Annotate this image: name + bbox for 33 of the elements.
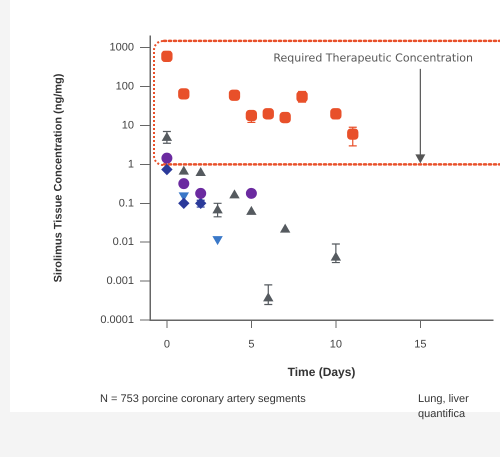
y-tick-label: 0.001 xyxy=(106,275,134,288)
y-tick-label: 0.01 xyxy=(112,236,134,248)
point xyxy=(280,224,290,233)
point xyxy=(161,164,172,175)
text: quantifica xyxy=(418,408,466,420)
point xyxy=(280,112,291,124)
point xyxy=(230,190,240,198)
point xyxy=(161,152,172,164)
y-tick-label: 100 xyxy=(116,80,134,93)
point xyxy=(196,168,206,176)
y-axis-title: Sirolimus Tissue Concentration (ng/mg) xyxy=(52,73,65,282)
text: N = 753 porcine coronary artery segments xyxy=(100,393,306,405)
x-tick-label: 5 xyxy=(248,338,254,351)
point xyxy=(195,188,206,199)
point xyxy=(178,178,190,190)
text: Lung, liver xyxy=(418,393,469,405)
point xyxy=(178,166,189,175)
x-tick-label: 15 xyxy=(414,338,426,351)
point xyxy=(246,188,257,199)
y-tick-label: 1000 xyxy=(110,42,134,54)
point xyxy=(178,198,190,209)
point xyxy=(228,90,240,101)
x-tick-label: 10 xyxy=(330,338,342,351)
point xyxy=(262,108,274,120)
y-tick-label: 0.1 xyxy=(118,197,134,210)
y-tick-label: 10 xyxy=(122,120,134,132)
point xyxy=(246,206,256,215)
x-axis-title: Time (Days) xyxy=(288,365,356,380)
point xyxy=(178,88,190,100)
y-tick-label: 0.0001 xyxy=(100,314,134,326)
x-tick-label: 0 xyxy=(164,338,170,351)
y-tick-label: 1 xyxy=(128,158,134,170)
ref-line-label: Required Therapeutic Concentration xyxy=(273,52,473,65)
